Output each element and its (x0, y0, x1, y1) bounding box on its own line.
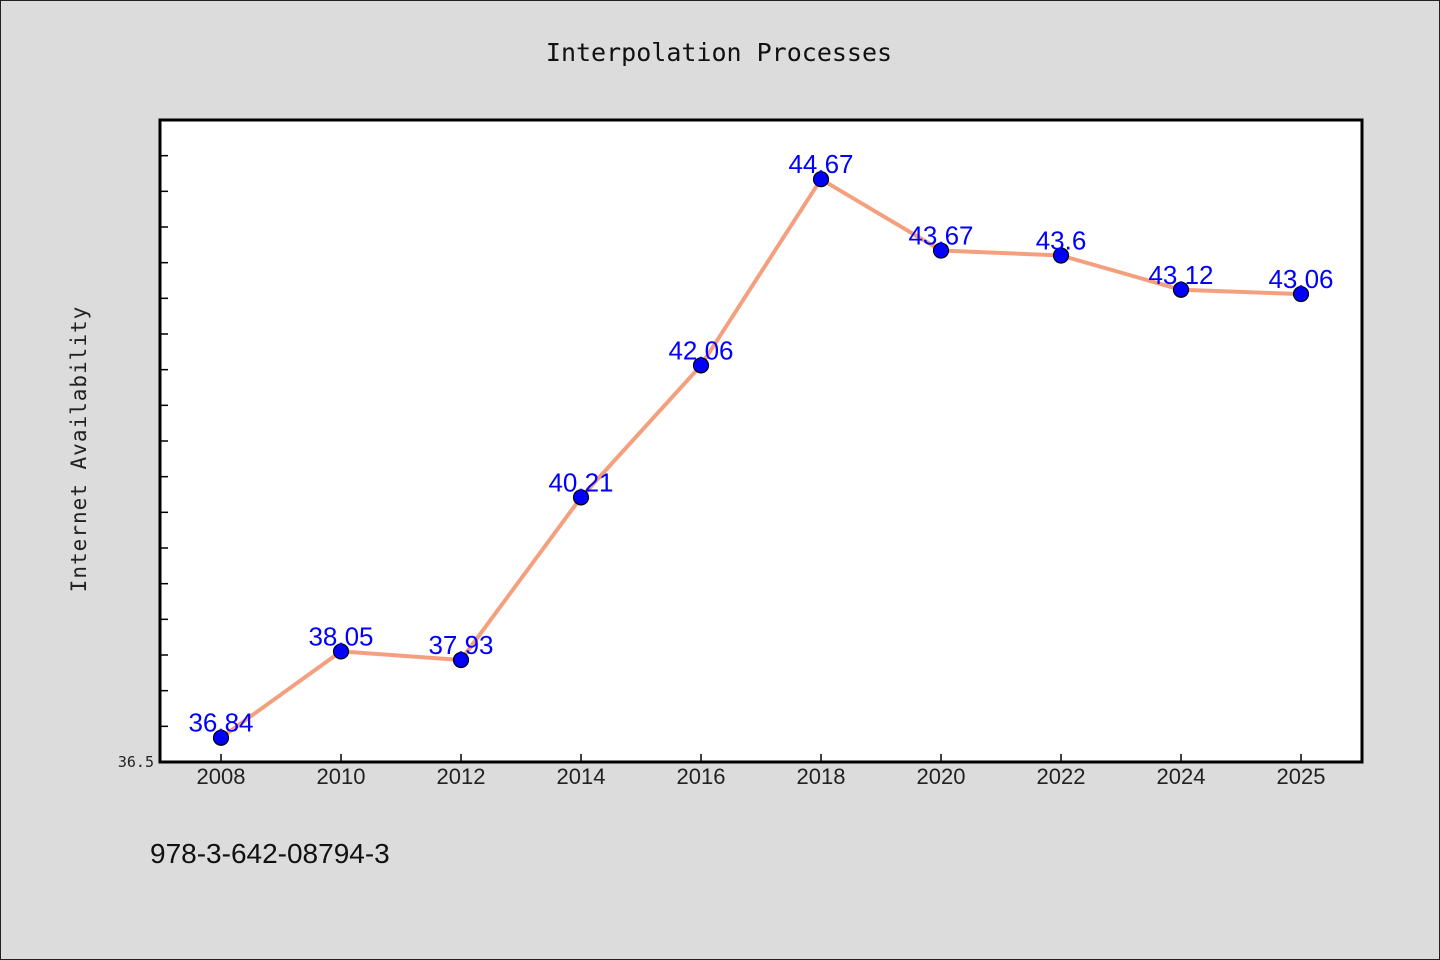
x-tick-label: 2022 (1037, 764, 1086, 789)
isbn-footer: 978-3-642-08794-3 (150, 838, 390, 869)
x-tick-label: 2020 (917, 764, 966, 789)
x-tick-label: 2008 (197, 764, 246, 789)
data-point (932, 242, 950, 259)
data-label: 38.05 (308, 621, 373, 651)
data-point (1292, 285, 1310, 303)
data-label: 42.06 (668, 335, 733, 365)
x-tick-label: 2016 (677, 764, 726, 789)
x-tick-label: 2018 (797, 764, 846, 789)
data-label: 43.06 (1268, 264, 1333, 294)
plot-frame (158, 118, 1364, 764)
x-tick-label: 2012 (437, 764, 486, 789)
data-label: 43.6 (1036, 226, 1087, 256)
data-point (572, 489, 590, 506)
data-label: 43.67 (908, 221, 973, 251)
data-label: 43.12 (1148, 260, 1213, 290)
data-point (1052, 247, 1070, 264)
data-point (452, 651, 470, 669)
data-label: 36.84 (188, 708, 253, 738)
x-axis-ticks: 2008 2010 2012 2014 2016 2018 2020 2022 2024 2025 (197, 754, 1326, 789)
y-axis-label: Internet Availability (67, 306, 91, 593)
plot-area (160, 120, 1362, 762)
data-point (212, 729, 230, 746)
x-tick-label: 2014 (557, 764, 606, 789)
chart-title: Interpolation Processes (546, 38, 892, 67)
x-tick-label: 2024 (1157, 764, 1206, 789)
data-label: 37.93 (428, 630, 493, 660)
x-tick-label: 2025 (1277, 764, 1326, 789)
data-labels: 36.84 38.05 37.93 40.21 42.06 44.67 43.67 43.6 4… (188, 149, 1333, 738)
series-markers (212, 171, 1310, 746)
data-label: 40.21 (548, 467, 613, 497)
data-point (692, 357, 710, 374)
data-label: 44.67 (788, 149, 853, 179)
data-point (812, 171, 830, 188)
series-line (219, 177, 1303, 740)
data-point (1172, 281, 1190, 298)
y-tick-label-min: 36.5 (118, 753, 154, 771)
data-point (332, 643, 350, 660)
x-tick-label: 2010 (317, 764, 366, 789)
